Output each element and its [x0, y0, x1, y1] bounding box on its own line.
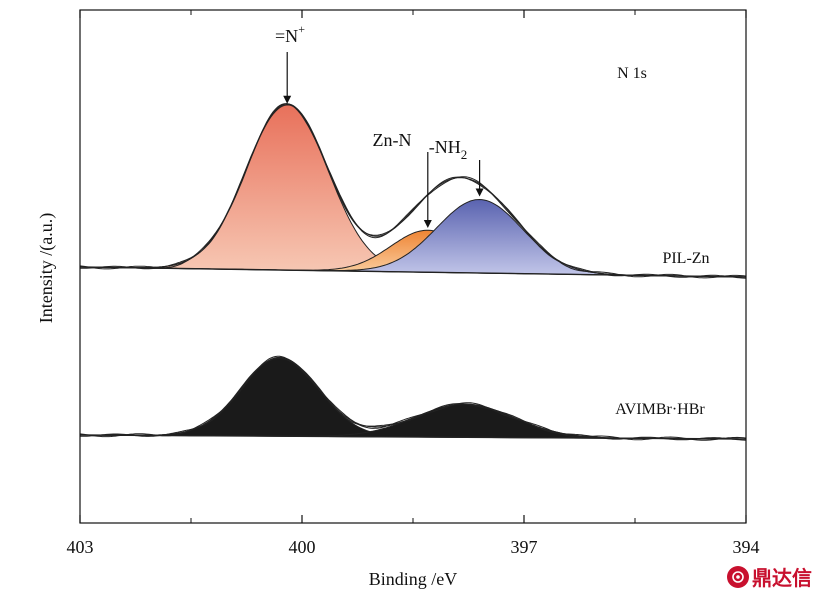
plot-area — [79, 103, 747, 441]
annotation-nh2: -NH2 — [429, 137, 468, 162]
y-axis-label: Intensity /(a.u.) — [36, 213, 57, 323]
watermark-text: 鼎达信 — [752, 566, 812, 590]
annotation-arrows — [283, 52, 484, 228]
x-tick-label: 403 — [67, 537, 94, 557]
svg-text:-NH2: -NH2 — [429, 137, 468, 162]
annotation-n-plus: =N+ — [275, 22, 305, 46]
panel-label: N 1s — [617, 65, 647, 82]
baseline-1 — [79, 434, 747, 440]
x-tick-label: 400 — [289, 537, 316, 557]
watermark-logo-icon — [727, 565, 749, 588]
svg-text:Zn-N: Zn-N — [373, 130, 412, 150]
arrow-head — [283, 95, 292, 104]
svg-text:=N+: =N+ — [275, 22, 305, 46]
panel-0 — [79, 103, 747, 279]
x-axis-label: Binding /eV — [369, 569, 458, 589]
arrow-head — [423, 220, 432, 228]
series-label-pil-zn: PIL-Zn — [662, 250, 709, 267]
panel-1 — [79, 355, 747, 441]
series-label-avimbr: AVIMBr·HBr — [615, 401, 705, 418]
x-tick-label: 397 — [511, 537, 538, 557]
x-axis: 403 400 397 394 — [67, 10, 760, 557]
baseline-0 — [79, 266, 747, 278]
watermark: 鼎达信 — [727, 562, 812, 591]
arrow-head — [475, 188, 484, 197]
annotation-zn-n: Zn-N — [373, 130, 412, 150]
x-tick-label: 394 — [733, 537, 760, 557]
